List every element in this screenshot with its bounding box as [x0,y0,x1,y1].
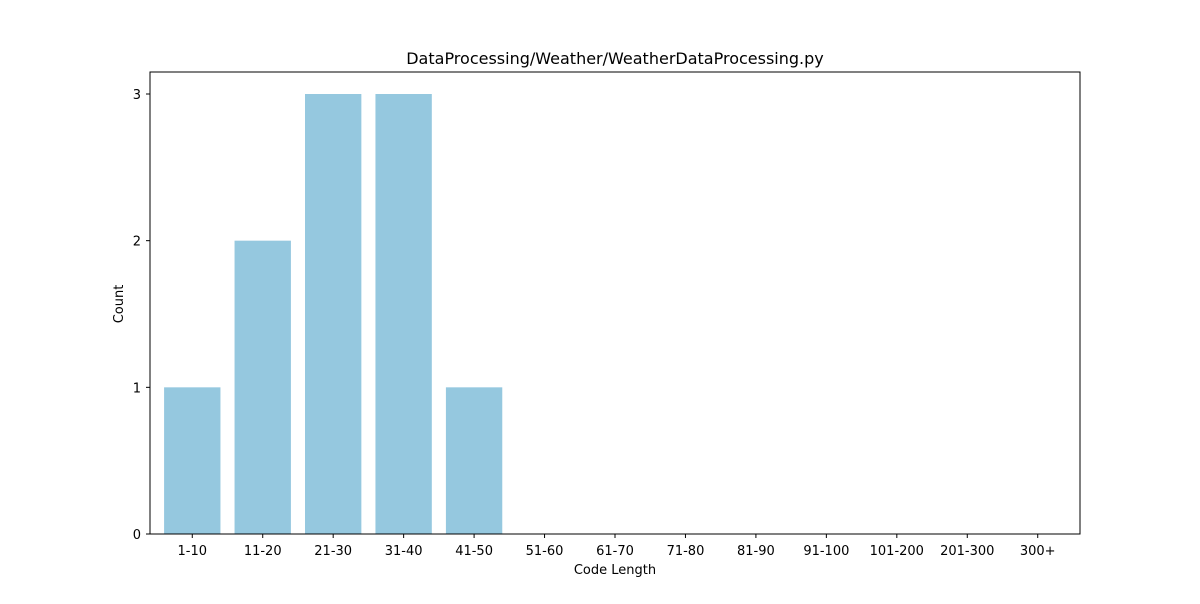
x-tick-label: 21-30 [314,544,352,559]
bar-21-30 [305,94,362,534]
x-tick-label: 71-80 [667,544,705,559]
x-tick-label: 31-40 [385,544,423,559]
y-tick-label: 2 [133,235,141,250]
y-tick-label: 3 [133,88,141,103]
y-tick-label: 0 [133,528,141,543]
x-tick-label: 91-100 [803,544,849,559]
bar-31-40 [375,94,432,534]
x-axis-label: Code Length [574,563,656,578]
plot-frame [149,71,1081,535]
y-tick-label: 1 [133,381,141,396]
bars-group [164,94,503,535]
x-ticks-group: 1-10 11-20 21-30 31-40 41-50 51-60 61-70 71-80 8… [178,534,1056,559]
chart-title: DataProcessing/Weather/WeatherDataProces… [406,49,824,68]
y-ticks-group: 0 1 2 3 [133,88,150,543]
x-tick-label: 101-200 [870,544,924,559]
x-tick-label: 1-10 [178,544,208,559]
bar-41-50 [445,387,503,534]
x-tick-label: 41-50 [455,544,493,559]
x-tick-label: 11-20 [244,544,282,559]
bar-1-10 [164,387,221,534]
x-tick-label: 81-90 [737,544,775,559]
bar-11-20 [234,240,291,535]
x-tick-label: 51-60 [526,544,564,559]
x-tick-label: 201-300 [940,544,994,559]
y-axis-label: Count [112,285,127,324]
x-tick-label: 61-70 [596,544,634,559]
x-tick-label: 300+ [1020,544,1056,559]
